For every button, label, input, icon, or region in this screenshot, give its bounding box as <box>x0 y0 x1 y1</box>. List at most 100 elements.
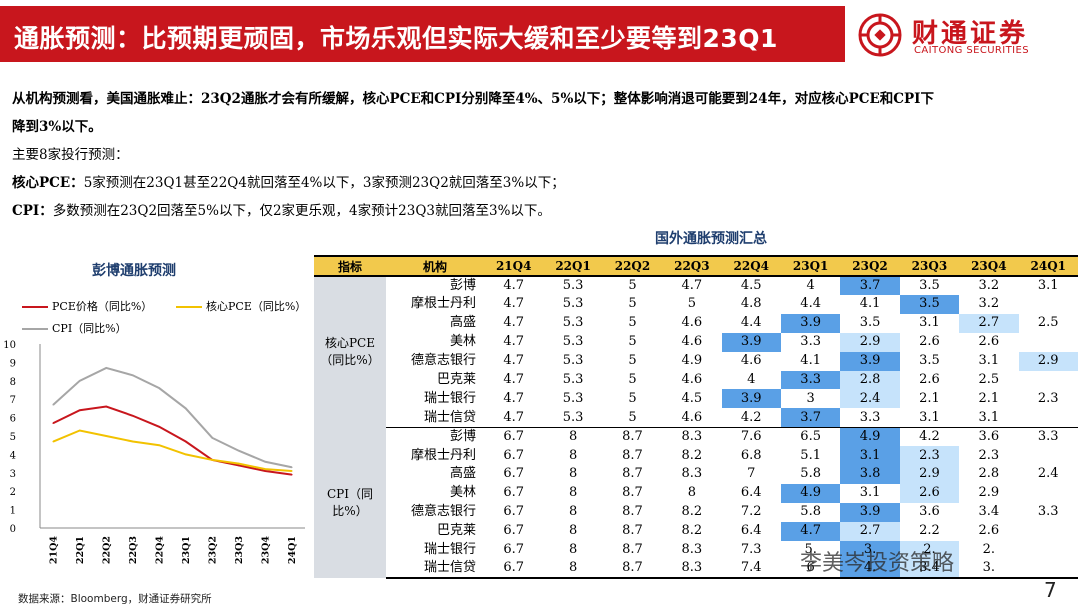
watermark: 李美岑投资策略 <box>800 551 955 576</box>
table-row: 瑞士银行 4.7 5.3 5 4.5 3.9 3 2.4 2.1 2.1 2.3 <box>314 389 1078 409</box>
header-cell: 24Q1 <box>1018 255 1078 277</box>
data-source: 数据来源：Bloomberg，财通证券研究所 <box>18 593 212 605</box>
x-tick-label: 23Q2 <box>207 536 218 564</box>
value-cell: 4.6 <box>681 372 703 387</box>
desc-line-3: 主要8家投行预测： <box>12 147 129 163</box>
value-cell: 3 <box>806 390 815 406</box>
value-cell: 3.6 <box>978 428 1000 444</box>
value-cell: 7.2 <box>740 504 762 520</box>
value-cell <box>1019 522 1078 541</box>
value-cell: 5.1 <box>800 447 821 463</box>
x-tick-label: 22Q1 <box>75 536 86 564</box>
value-cell: 2.3 <box>978 447 1000 463</box>
value-cell: 4.7 <box>503 372 525 387</box>
desc-cpi-text: 多数预测在23Q2回落至5%以下，仅2家更乐观，4家预计23Q3就回落至3%以下… <box>52 203 551 219</box>
header-cell: 22Q3 <box>662 255 722 277</box>
value-cell: 2.4 <box>840 389 900 409</box>
value-cell: 3.8 <box>840 465 900 484</box>
value-cell: 3.3 <box>1037 428 1059 444</box>
series-1-point <box>158 444 161 446</box>
value-cell: 5.3 <box>543 408 603 428</box>
value-cell: 2.6 <box>899 483 960 503</box>
value-cell: 8 <box>568 504 578 520</box>
value-cell: 2.9 <box>1018 351 1078 371</box>
series-0-point <box>78 409 81 412</box>
value-cell: 8.7 <box>622 428 643 444</box>
value-cell: 2.5 <box>978 372 1000 387</box>
value-cell: 8.7 <box>622 466 643 482</box>
legend-core-pce: 核心PCE（同比%） <box>176 298 306 314</box>
value-cell: 2. <box>899 540 960 560</box>
value-cell: 8.7 <box>622 542 643 558</box>
value-cell: 4.6 <box>740 353 762 369</box>
value-cell: 5 <box>628 334 637 350</box>
value-cell <box>1019 333 1078 352</box>
logo-chinese-name: 财通证券 <box>912 19 1029 49</box>
series-0-point <box>290 473 293 476</box>
value-cell: 4.7 <box>503 353 525 369</box>
caitong-emblem-icon <box>858 13 902 57</box>
value-cell: 3.2 <box>978 296 1000 312</box>
value-cell: 5 <box>628 278 637 293</box>
value-cell: 6.7 <box>503 523 525 539</box>
value-cell: 3.7 <box>780 408 841 428</box>
value-cell: 2.9 <box>840 332 900 352</box>
value-cell: 8.2 <box>681 504 703 520</box>
institution-cell: 瑞士信贷 <box>386 559 484 580</box>
value-cell: 6.4 <box>740 485 762 501</box>
value-cell: 4.7 <box>503 296 525 312</box>
series-1-point <box>131 440 134 443</box>
institution-cell: 彭博 <box>449 278 476 293</box>
value-cell: 3. <box>840 540 900 560</box>
series-0-point <box>264 470 267 472</box>
legend-pce-label: PCE价格（同比%） <box>52 300 153 313</box>
value-cell: 5.3 <box>562 353 584 369</box>
legend-pce-swatch <box>22 306 48 308</box>
x-tick-label: 21Q4 <box>48 536 59 564</box>
value-cell: 3.1 <box>899 408 960 428</box>
value-cell <box>1019 484 1078 503</box>
value-cell: 3.9 <box>840 502 900 522</box>
value-cell: 8.2 <box>681 447 703 463</box>
value-cell: 5.8 <box>800 504 821 520</box>
value-cell: 6 <box>780 559 841 580</box>
value-cell: 4.1 <box>800 353 821 369</box>
header-cell: 22Q2 <box>602 255 663 277</box>
value-cell: 5.3 <box>562 334 584 350</box>
value-cell: 8.7 <box>622 523 643 539</box>
header-cell: 指标 <box>314 255 386 277</box>
chart-title: 彭博通胀预测 <box>92 263 176 279</box>
value-cell: 8 <box>568 523 578 539</box>
value-cell: 4 <box>747 372 756 387</box>
y-tick-label: 1 <box>10 506 16 517</box>
institution-cell: 德意志银行 <box>410 504 476 520</box>
value-cell: 8 <box>568 542 578 558</box>
value-cell: 8 <box>568 485 578 501</box>
value-cell: 3.6 <box>919 504 940 520</box>
table-row: 瑞士信贷 6.7 8 8.7 8.3 7.4 6 4. 3.4 3. <box>314 559 1078 580</box>
value-cell: 4 <box>806 278 815 293</box>
value-cell: 8 <box>687 485 696 501</box>
legend-core-pce-label: 核心PCE（同比%） <box>206 300 307 313</box>
legend-pce: PCE价格（同比%） <box>22 298 152 314</box>
desc-line-2: 降到3%以下。 <box>12 119 102 135</box>
value-cell: 8 <box>568 428 578 444</box>
value-cell <box>1018 559 1078 580</box>
value-cell: 8 <box>568 466 578 482</box>
institution-cell: 巴克莱 <box>436 372 476 387</box>
value-cell: 2.9 <box>899 465 960 484</box>
value-cell: 3.5 <box>919 353 940 369</box>
value-cell: 3.3 <box>800 334 821 350</box>
indicator-cell: 核心PCE（同比%） <box>314 276 386 428</box>
y-tick-label: 7 <box>10 395 16 406</box>
value-cell: 7.4 <box>721 559 781 580</box>
value-cell: 6.7 <box>503 466 525 482</box>
series-line-1 <box>52 429 292 472</box>
value-cell <box>1019 541 1078 560</box>
value-cell: 2.8 <box>978 466 1000 482</box>
series-1-point <box>78 429 81 432</box>
value-cell: 4.7 <box>503 315 525 331</box>
header-cell: 23Q2 <box>840 255 900 277</box>
value-cell: 2.7 <box>959 313 1019 333</box>
value-cell: 8.7 <box>622 504 643 520</box>
